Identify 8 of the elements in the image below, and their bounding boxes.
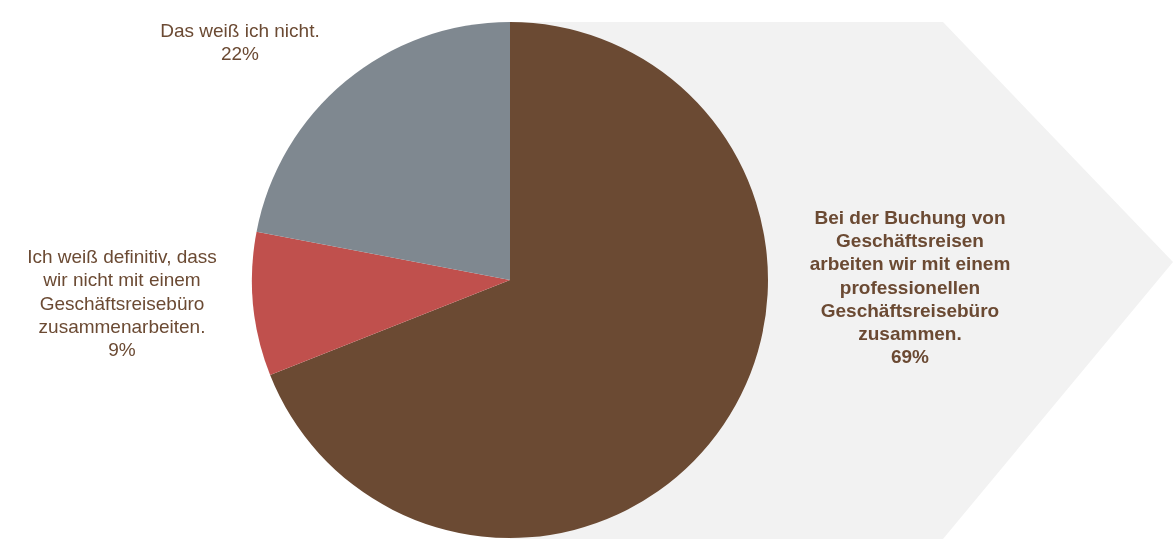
pie-slice	[252, 231, 510, 375]
data-label: 9%	[108, 338, 136, 360]
slice-label: Bei der Buchung von Geschäftsreisen arbeiten wir mit einem professionellen Geschäftsreisebüro zusammen.	[809, 207, 1011, 344]
data-label: 69%	[890, 346, 930, 368]
slice-label: Das weiß ich nicht.	[160, 20, 320, 42]
slice-label: Ich weiß definitiv, dass wir nicht mit einem Geschäftsreisebüro zusammenarbeiten.	[27, 246, 217, 337]
pie-slice	[270, 22, 768, 538]
data-label: 22%	[220, 43, 260, 65]
